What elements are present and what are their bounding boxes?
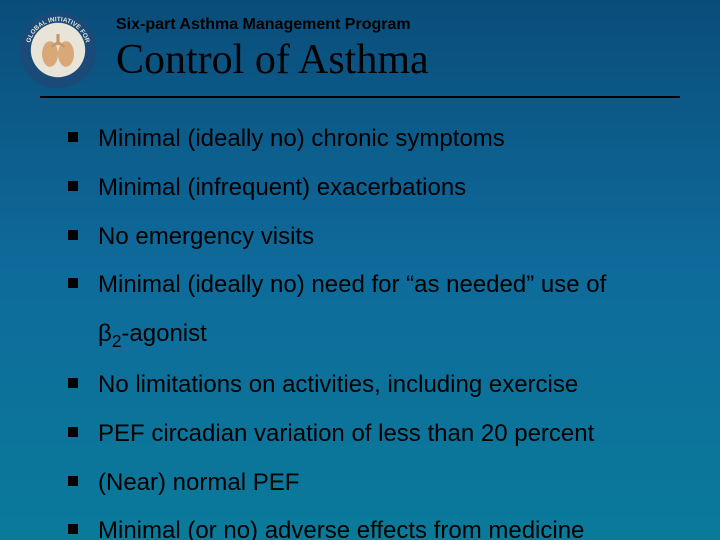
bullet-item: Minimal (ideally no) chronic symptoms [68,122,680,157]
bullet-text: Minimal (infrequent) exacerbations [98,171,466,206]
bullet-item: Minimal (infrequent) exacerbations [68,171,680,206]
bullet-item: No limitations on activities, including … [68,368,680,403]
square-bullet-icon [68,378,78,388]
bullet-item: PEF circadian variation of less than 20 … [68,417,680,452]
bullet-item: Minimal (or no) adverse effects from med… [68,514,680,540]
bullet-text: No limitations on activities, including … [98,368,578,403]
bullet-text: No emergency visits [98,220,314,255]
bullet-text: Minimal (ideally no) need for “as needed… [98,268,606,303]
bullet-text: (Near) normal PEF [98,466,299,501]
bullet-text: Minimal (or no) adverse effects from med… [98,514,584,540]
square-bullet-icon [68,181,78,191]
slide-header: GLOBAL INITIATIVE FOR A S T H M A Six-pa… [0,0,720,90]
bullet-text: Minimal (ideally no) chronic symptoms [98,122,505,157]
header-text-block: Six-part Asthma Management Program Contr… [116,16,680,84]
bullet-list: Minimal (ideally no) chronic symptoms Min… [0,98,720,540]
bullet-item: (Near) normal PEF [68,466,680,501]
square-bullet-icon [68,476,78,486]
bullet-continuation: β2-agonist [98,317,680,354]
slide-title: Control of Asthma [116,36,680,84]
bullet-text: PEF circadian variation of less than 20 … [98,417,594,452]
square-bullet-icon [68,230,78,240]
slide-subtitle: Six-part Asthma Management Program [116,16,680,34]
square-bullet-icon [68,278,78,288]
square-bullet-icon [68,132,78,142]
square-bullet-icon [68,524,78,534]
bullet-item: Minimal (ideally no) need for “as needed… [68,268,680,303]
gina-logo: GLOBAL INITIATIVE FOR A S T H M A [18,10,98,90]
bullet-item: No emergency visits [68,220,680,255]
square-bullet-icon [68,427,78,437]
